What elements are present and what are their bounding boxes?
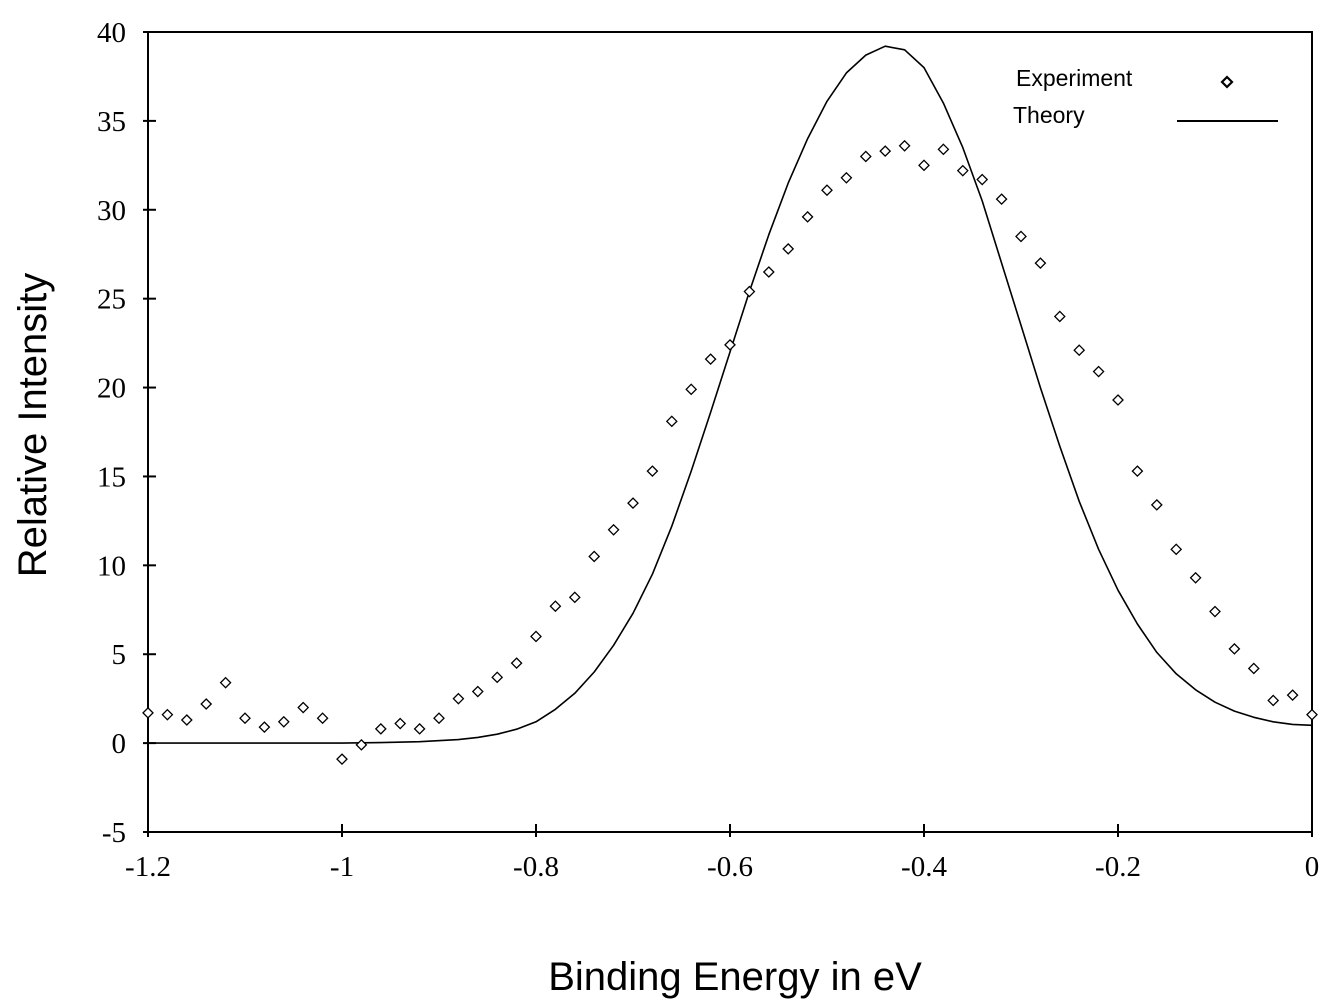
experiment-point: [1189, 571, 1202, 584]
y-tick-label: 15: [97, 461, 126, 493]
experiment-point: [821, 184, 833, 197]
experiment-point: [1306, 708, 1318, 721]
theory-series: [148, 45, 1313, 744]
experiment-point: [1034, 257, 1047, 270]
legend-label-theory: Theory: [1013, 102, 1085, 128]
experiment-point: [937, 143, 950, 156]
experiment-point: [161, 708, 174, 721]
experiment-point: [1209, 605, 1221, 618]
experiment-point: [1092, 365, 1105, 378]
experiment-point: [743, 285, 756, 298]
experiment-point: [1073, 344, 1086, 357]
experiment-point: [918, 159, 930, 172]
experiment-point: [219, 676, 232, 689]
experiment-point: [1131, 465, 1144, 478]
experiment-point: [607, 523, 620, 536]
experiment-point: [898, 139, 911, 152]
x-tick-label: 0: [1305, 851, 1320, 883]
theory-line: [148, 45, 1313, 744]
experiment-point: [879, 145, 892, 158]
experiment-point: [239, 712, 251, 725]
experiment-point: [433, 712, 445, 725]
experiment-point: [471, 685, 484, 698]
experiment-point: [1112, 394, 1124, 406]
legend: Experiment Theory: [1013, 65, 1278, 128]
y-tick-label: -5: [102, 817, 126, 849]
y-tick-label: 0: [112, 728, 127, 760]
experiment-point: [995, 193, 1008, 206]
experiment-point: [316, 712, 329, 725]
experiment-point: [976, 173, 989, 186]
experiment-point: [627, 497, 639, 510]
experiment-point: [1170, 543, 1183, 556]
experiment-point: [1286, 689, 1299, 702]
x-tick-label: -0.4: [901, 851, 947, 883]
experiment-point: [859, 150, 872, 163]
experiment-point: [200, 698, 213, 710]
y-tick-label: 40: [97, 17, 126, 49]
y-tick-label: 20: [97, 373, 126, 405]
y-tick-label: 5: [112, 639, 127, 671]
experiment-point: [801, 210, 814, 223]
experiment-point: [646, 465, 659, 478]
y-tick-label: 35: [97, 106, 126, 138]
y-axis: -5 0 5 10 15 20 25 30 35 40: [97, 17, 156, 849]
experiment-point: [297, 701, 310, 714]
legend-label-experiment: Experiment: [1016, 65, 1133, 91]
experiment-point: [1247, 662, 1260, 675]
experiment-point: [1053, 310, 1066, 323]
experiment-point: [530, 630, 542, 643]
experiment-point: [510, 657, 523, 670]
y-tick-label: 25: [97, 284, 126, 316]
experiment-series: [142, 139, 1318, 766]
plot-area: [147, 31, 1313, 833]
experiment-point: [374, 722, 387, 735]
y-axis-title: Relative Intensity: [11, 273, 55, 578]
x-axis-title: Binding Energy in eV: [548, 955, 922, 999]
experiment-point: [452, 692, 465, 705]
experiment-point: [180, 714, 193, 726]
experiment-point: [665, 415, 678, 428]
experiment-point: [685, 383, 698, 396]
experiment-point: [491, 671, 504, 684]
experiment-point: [1228, 642, 1241, 655]
experiment-point: [724, 338, 736, 351]
experiment-point: [1015, 230, 1027, 243]
experiment-point: [355, 738, 368, 751]
experiment-point: [840, 171, 853, 184]
x-tick-label: -0.8: [513, 851, 559, 883]
experiment-point: [762, 266, 775, 278]
experiment-point: [782, 242, 795, 255]
experiment-point: [336, 753, 348, 766]
x-tick-label: -1.2: [125, 851, 171, 883]
experiment-point: [568, 591, 581, 604]
x-axis: -1.2 -1 -0.8 -0.6 -0.4 -0.2 0: [125, 824, 1319, 883]
x-tick-label: -0.2: [1095, 851, 1141, 883]
experiment-point: [394, 717, 407, 730]
experiment-point: [1267, 694, 1280, 707]
experiment-point: [413, 722, 426, 735]
experiment-point: [956, 164, 969, 177]
experiment-point: [588, 550, 601, 563]
x-tick-label: -1: [330, 851, 354, 883]
experiment-point: [277, 715, 290, 728]
y-tick-label: 30: [97, 195, 126, 227]
legend-diamond-icon: [1220, 75, 1234, 89]
y-tick-label: 10: [97, 550, 126, 582]
experiment-point: [704, 353, 717, 366]
x-tick-label: -0.6: [707, 851, 753, 883]
experiment-point: [142, 706, 154, 719]
plot-border: [147, 31, 1313, 833]
legend-diamond-marker: [1220, 75, 1234, 89]
experiment-point: [549, 600, 562, 613]
experiment-point: [1150, 498, 1163, 511]
experiment-point: [258, 721, 271, 734]
